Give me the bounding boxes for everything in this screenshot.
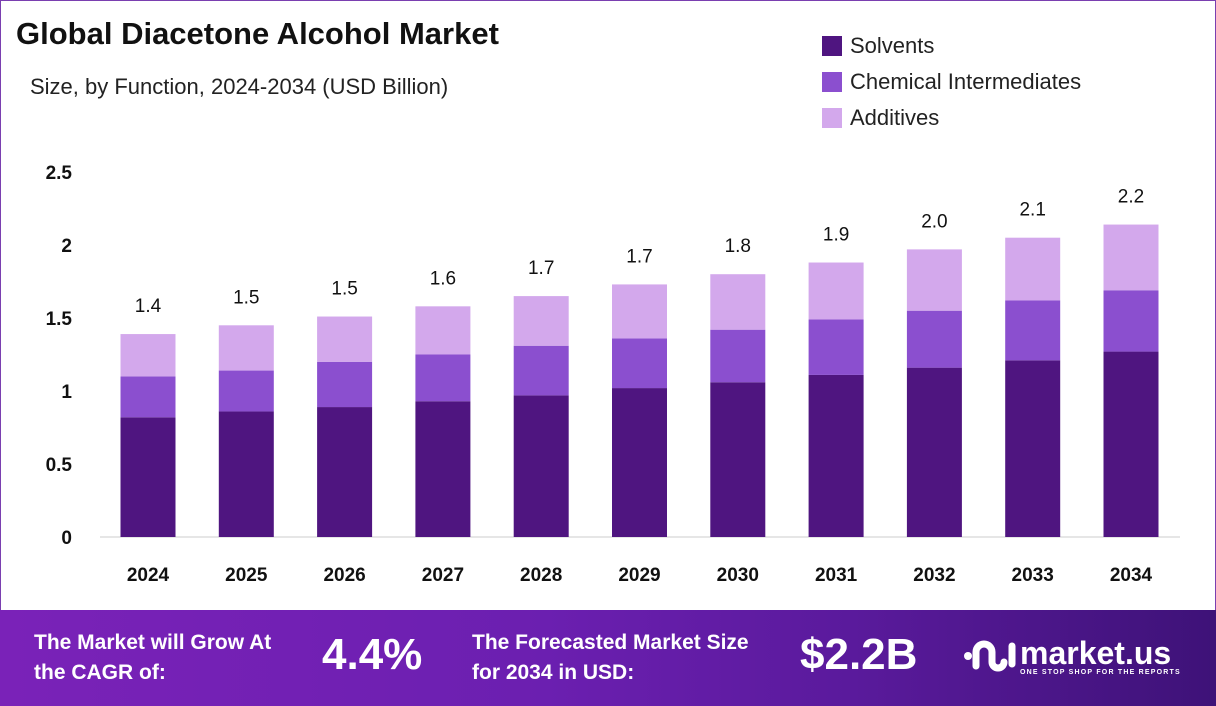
bar-segment-additives — [808, 262, 864, 320]
legend-label: Solvents — [850, 33, 935, 58]
bar-segment-additives — [317, 316, 373, 362]
x-tick-label: 2028 — [520, 565, 562, 586]
total-data-label: 2.2 — [1118, 187, 1144, 208]
x-tick-label: 2027 — [422, 565, 464, 586]
bar-segment-chemical-intermediates — [218, 370, 274, 412]
y-tick-label: 0.5 — [46, 455, 73, 476]
total-data-label: 1.4 — [135, 296, 162, 317]
bar-segment-solvents — [120, 417, 176, 537]
bar-segment-chemical-intermediates — [513, 345, 569, 396]
bar-segment-solvents — [415, 401, 471, 537]
legend-item-additives: Additives — [822, 100, 1081, 136]
total-data-label: 2.0 — [921, 211, 947, 232]
bar-segment-chemical-intermediates — [710, 329, 766, 383]
footer-banner: The Market will Grow At the CAGR of: 4.4… — [0, 610, 1216, 706]
bar-segment-additives — [1005, 237, 1061, 301]
logo-icon — [964, 640, 1016, 672]
cagr-value: 4.4% — [322, 630, 423, 679]
y-tick-label: 2 — [61, 236, 72, 257]
bar-segment-chemical-intermediates — [415, 354, 471, 402]
total-data-label: 1.7 — [528, 258, 554, 279]
bar-segment-solvents — [317, 407, 373, 537]
total-data-label: 1.5 — [331, 279, 357, 300]
bar-segment-solvents — [906, 367, 962, 537]
total-data-label: 1.6 — [430, 268, 456, 289]
bar-segment-chemical-intermediates — [317, 361, 373, 408]
x-tick-label: 2031 — [815, 565, 858, 586]
market-us-logo: market.us ONE STOP SHOP FOR THE REPORTS — [962, 634, 1181, 678]
bar-segment-additives — [1103, 224, 1159, 291]
bar-segment-solvents — [1103, 351, 1159, 537]
total-data-label: 1.5 — [233, 287, 259, 308]
bar-segment-chemical-intermediates — [1005, 300, 1061, 361]
bar-segment-additives — [710, 274, 766, 330]
x-tick-label: 2032 — [913, 565, 955, 586]
total-data-label: 1.9 — [823, 225, 849, 246]
bar-segment-additives — [218, 325, 274, 371]
bar-segment-additives — [415, 306, 471, 355]
logo-tagline: ONE STOP SHOP FOR THE REPORTS — [1020, 668, 1181, 676]
y-tick-label: 1.5 — [46, 309, 73, 330]
legend-label: Additives — [850, 105, 940, 130]
legend-item-solvents: Solvents — [822, 28, 1081, 64]
forecast-value: $2.2B — [800, 630, 918, 679]
x-tick-label: 2029 — [618, 565, 660, 586]
bar-segment-solvents — [808, 374, 864, 537]
bar-segment-chemical-intermediates — [120, 376, 176, 418]
bar-segment-chemical-intermediates — [906, 310, 962, 368]
total-data-label: 1.7 — [626, 246, 652, 267]
x-tick-label: 2034 — [1110, 565, 1153, 586]
bar-segment-chemical-intermediates — [612, 338, 667, 389]
bar-segment-chemical-intermediates — [808, 319, 864, 375]
chart-title: Global Diacetone Alcohol Market — [16, 16, 499, 51]
stacked-bar-chart: 0 0.5 1 1.5 2 2.5 1.4 2024 1.5 2025 1.5 2026 1.6 2027… — [46, 163, 1180, 586]
forecast-label: The Forecasted Market Size for 2034 in U… — [472, 631, 749, 684]
bar-segment-solvents — [710, 382, 766, 537]
bar-segment-additives — [513, 296, 569, 346]
total-data-label: 2.1 — [1019, 200, 1045, 221]
x-tick-label: 2030 — [717, 565, 759, 586]
chart-subtitle: Size, by Function, 2024-2034 (USD Billio… — [30, 74, 449, 99]
bar-segment-solvents — [218, 411, 274, 537]
legend-swatch — [822, 72, 842, 92]
x-tick-label: 2025 — [225, 565, 268, 586]
x-tick-label: 2024 — [127, 565, 170, 586]
legend: Solvents Chemical Intermediates Additive… — [822, 28, 1081, 136]
y-tick-label: 0 — [61, 528, 72, 549]
total-data-label: 1.8 — [725, 236, 751, 257]
x-tick-label: 2033 — [1012, 565, 1054, 586]
bar-segment-solvents — [1005, 360, 1061, 537]
legend-swatch — [822, 36, 842, 56]
cagr-label: The Market will Grow At the CAGR of: — [34, 631, 272, 684]
bar-segment-additives — [906, 249, 962, 311]
y-tick-label: 2.5 — [46, 163, 73, 184]
legend-swatch — [822, 108, 842, 128]
y-tick-label: 1 — [61, 382, 72, 403]
bar-segment-additives — [120, 334, 176, 377]
x-tick-label: 2026 — [323, 565, 365, 586]
legend-item-chemical-intermediates: Chemical Intermediates — [822, 64, 1081, 100]
legend-label: Chemical Intermediates — [850, 69, 1082, 94]
logo-name: market.us — [1020, 634, 1172, 671]
bar-segment-solvents — [612, 388, 667, 537]
bar-segment-additives — [612, 284, 667, 339]
bar-segment-chemical-intermediates — [1103, 290, 1159, 352]
bar-segment-solvents — [513, 395, 569, 537]
